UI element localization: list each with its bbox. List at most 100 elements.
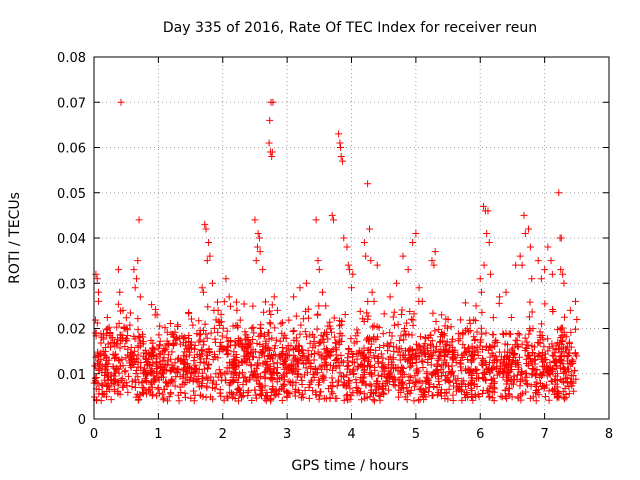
- data-point: [216, 342, 224, 350]
- data-point: [400, 336, 408, 344]
- y-tick-label: 0.04: [57, 232, 86, 247]
- data-point: [111, 377, 119, 385]
- data-point: [448, 343, 456, 351]
- data-point-high: [367, 257, 375, 265]
- data-point: [471, 336, 479, 344]
- data-point-high: [256, 248, 264, 256]
- data-point: [209, 395, 217, 403]
- x-tick-label: 2: [219, 427, 227, 442]
- data-point: [424, 347, 432, 355]
- data-point: [370, 352, 378, 360]
- data-point: [125, 372, 133, 380]
- data-point: [273, 390, 281, 398]
- data-point: [363, 309, 371, 317]
- data-point: [340, 381, 348, 389]
- data-point: [486, 382, 494, 390]
- data-point: [432, 317, 440, 325]
- data-point: [353, 364, 361, 372]
- data-point: [139, 353, 147, 361]
- data-point: [314, 348, 322, 356]
- data-point: [458, 351, 466, 359]
- data-point: [248, 396, 256, 404]
- data-point: [558, 340, 566, 348]
- data-point: [234, 323, 242, 331]
- data-point: [298, 351, 306, 359]
- data-point: [556, 355, 564, 363]
- data-point: [258, 384, 266, 392]
- data-point: [147, 380, 155, 388]
- data-point: [266, 347, 274, 355]
- data-point: [312, 369, 320, 377]
- data-point: [426, 380, 434, 388]
- data-point: [381, 370, 389, 378]
- data-point: [298, 390, 306, 398]
- data-point: [111, 339, 119, 347]
- data-point: [340, 396, 348, 404]
- data-point: [346, 377, 354, 385]
- data-point: [515, 331, 523, 339]
- data-point: [532, 397, 540, 405]
- data-point: [148, 301, 156, 309]
- data-point: [333, 394, 341, 402]
- data-point: [478, 359, 486, 367]
- data-point: [324, 335, 332, 343]
- data-point: [387, 339, 395, 347]
- data-point: [262, 298, 270, 306]
- data-point: [91, 316, 99, 324]
- data-point: [336, 338, 344, 346]
- data-point: [470, 381, 478, 389]
- data-point: [474, 352, 482, 360]
- data-point: [465, 347, 473, 355]
- data-point: [526, 325, 534, 333]
- data-point: [134, 342, 142, 350]
- data-point: [224, 350, 232, 358]
- data-point: [525, 330, 533, 338]
- data-point: [445, 385, 453, 393]
- data-point: [516, 353, 524, 361]
- data-point: [480, 375, 488, 383]
- data-point: [529, 349, 537, 357]
- data-point: [161, 386, 169, 394]
- data-point: [422, 373, 430, 381]
- data-point: [406, 379, 414, 387]
- data-point: [424, 358, 432, 366]
- data-point: [260, 352, 268, 360]
- data-point: [186, 348, 194, 356]
- data-point-high: [483, 229, 491, 237]
- data-point: [113, 323, 121, 331]
- data-point: [134, 351, 142, 359]
- data-point-high: [537, 275, 545, 283]
- data-point-high: [557, 234, 565, 242]
- data-point: [310, 350, 318, 358]
- y-tick-label: 0.07: [57, 96, 86, 111]
- data-point: [271, 324, 279, 332]
- data-point: [192, 364, 200, 372]
- data-point: [564, 352, 572, 360]
- data-point: [305, 394, 313, 402]
- data-point: [250, 329, 258, 337]
- data-point: [323, 360, 331, 368]
- data-point-high: [132, 275, 140, 283]
- data-point: [380, 389, 388, 397]
- data-point: [327, 325, 335, 333]
- data-point: [415, 385, 423, 393]
- data-point: [507, 314, 515, 322]
- data-point-high: [572, 297, 580, 305]
- data-point: [497, 353, 505, 361]
- data-point-high: [338, 157, 346, 165]
- data-point: [542, 355, 550, 363]
- data-point: [194, 372, 202, 380]
- data-point: [217, 338, 225, 346]
- data-point: [163, 337, 171, 345]
- data-point: [107, 376, 115, 384]
- data-point: [185, 332, 193, 340]
- data-point: [550, 352, 558, 360]
- data-point: [412, 340, 420, 348]
- data-point: [496, 348, 504, 356]
- data-point: [311, 342, 319, 350]
- data-point: [260, 332, 268, 340]
- data-point: [230, 348, 238, 356]
- data-point: [532, 387, 540, 395]
- data-point: [458, 396, 466, 404]
- data-point: [114, 300, 122, 308]
